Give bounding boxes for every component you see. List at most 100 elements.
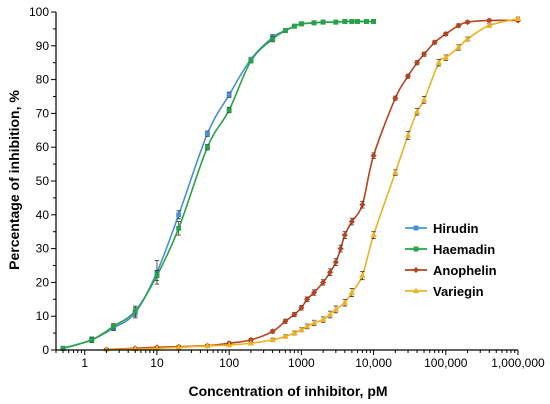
- series-variegin: [103, 15, 522, 352]
- legend-label-haemadin: Haemadin: [433, 242, 495, 257]
- anophelin-point: [464, 18, 471, 26]
- x-ticks: 1 10 100 1000 10,000 100,000 1,000,000: [55, 350, 545, 370]
- variegin-point: [310, 319, 318, 326]
- legend-item-hirudin: Hirudin: [405, 221, 479, 236]
- haemadin-point: [154, 273, 160, 279]
- variegin-point: [175, 343, 182, 350]
- y-tick-label: 30: [36, 242, 50, 256]
- legend: Hirudin Haemadin Anophelin Variegin: [405, 221, 497, 299]
- y-tick-label: 20: [36, 275, 50, 289]
- variegin-point: [420, 96, 428, 103]
- haemadin-point: [176, 225, 182, 231]
- haemadin-point: [248, 58, 254, 64]
- haemadin-point: [89, 337, 95, 343]
- variegin-point: [370, 231, 377, 238]
- haemadin-point: [311, 20, 317, 26]
- series-haemadin: [60, 19, 377, 351]
- variegin-point: [348, 289, 356, 295]
- haemadin-point: [270, 36, 276, 42]
- anophelin-point: [332, 258, 339, 266]
- x-tick-label: 1000: [288, 356, 315, 370]
- haemadin-point: [291, 23, 297, 29]
- anophelin-point: [319, 279, 327, 286]
- haemadin-point: [282, 28, 288, 34]
- anophelin-line: [106, 19, 519, 351]
- series-layer: [60, 15, 522, 353]
- legend-marker-hirudin: [413, 225, 419, 231]
- legend-marker-variegin: [412, 287, 420, 294]
- haemadin-point: [355, 19, 361, 24]
- variegin-point: [464, 35, 471, 42]
- variegin-point: [269, 336, 276, 343]
- variegin-point: [442, 54, 450, 60]
- variegin-point: [359, 272, 366, 278]
- variegin-point: [225, 341, 233, 348]
- plot-area: 1 10 100 1000 10,000 100,000 1,000,000 0 10 20 30…: [29, 5, 545, 370]
- anophelin-point: [291, 311, 298, 318]
- y-axis-title: Percentage of inhibition, %: [6, 90, 22, 270]
- y-tick-label: 100: [29, 5, 49, 19]
- legend-item-haemadin: Haemadin: [405, 242, 495, 257]
- variegin-point: [404, 131, 412, 138]
- variegin-point: [204, 342, 211, 349]
- variegin-point: [298, 326, 305, 332]
- variegin-point: [332, 305, 340, 312]
- x-tick-label: 10: [150, 356, 164, 370]
- variegin-point: [435, 59, 443, 65]
- anophelin-point: [326, 269, 334, 276]
- anophelin-point: [455, 22, 462, 29]
- x-tick-label: 10,000: [355, 356, 392, 370]
- haemadin-point: [371, 19, 377, 24]
- hirudin-point: [204, 131, 210, 137]
- y-tick-label: 50: [36, 174, 50, 188]
- variegin-line: [106, 17, 519, 351]
- variegin-point: [282, 332, 289, 339]
- anophelin-point: [341, 231, 348, 239]
- x-tick-label: 100,000: [424, 356, 468, 370]
- variegin-point: [303, 322, 311, 329]
- y-tick-label: 10: [36, 309, 50, 323]
- anophelin-point: [348, 218, 355, 225]
- anophelin-point: [404, 73, 412, 80]
- legend-item-anophelin: Anophelin: [405, 263, 497, 278]
- anophelin-point: [337, 245, 344, 252]
- series-hirudin: [60, 19, 377, 351]
- anophelin-point: [303, 296, 311, 303]
- haemadin-point: [204, 144, 210, 150]
- y-tick-label: 90: [36, 39, 50, 53]
- anophelin-point: [298, 304, 305, 311]
- variegin-point: [326, 310, 334, 317]
- hirudin-point: [176, 212, 182, 218]
- x-tick-label: 1,000,000: [491, 356, 545, 370]
- variegin-point: [341, 299, 349, 305]
- hirudin-point: [226, 92, 232, 98]
- anophelin-point: [359, 201, 366, 208]
- anophelin-point: [392, 95, 399, 102]
- anophelin-point: [442, 30, 449, 38]
- legend-label-hirudin: Hirudin: [433, 221, 479, 236]
- x-axis-title: Concentration of inhibitor, pM: [188, 383, 387, 399]
- x-tick-label: 1: [81, 356, 88, 370]
- haemadin-line: [62, 20, 374, 350]
- haemadin-point: [111, 323, 116, 329]
- legend-item-variegin: Variegin: [405, 284, 484, 299]
- haemadin-point: [320, 19, 326, 25]
- anophelin-point: [413, 59, 421, 66]
- y-ticks: 0 10 20 30 40 50 60 70 80 90 100: [29, 5, 56, 357]
- anophelin-point: [420, 51, 428, 58]
- legend-label-variegin: Variegin: [433, 284, 484, 299]
- y-tick-label: 70: [36, 106, 50, 120]
- y-tick-label: 80: [36, 73, 50, 87]
- haemadin-point: [226, 107, 232, 113]
- variegin-point: [486, 22, 493, 28]
- variegin-point: [319, 316, 327, 322]
- haemadin-point: [364, 19, 370, 24]
- variegin-point: [514, 15, 522, 22]
- y-tick-label: 60: [36, 140, 50, 154]
- haemadin-point: [333, 19, 339, 25]
- legend-marker-anophelin: [412, 266, 420, 274]
- anophelin-point: [310, 289, 318, 296]
- variegin-point: [291, 329, 298, 336]
- haemadin-point: [132, 308, 138, 314]
- variegin-point: [455, 43, 462, 50]
